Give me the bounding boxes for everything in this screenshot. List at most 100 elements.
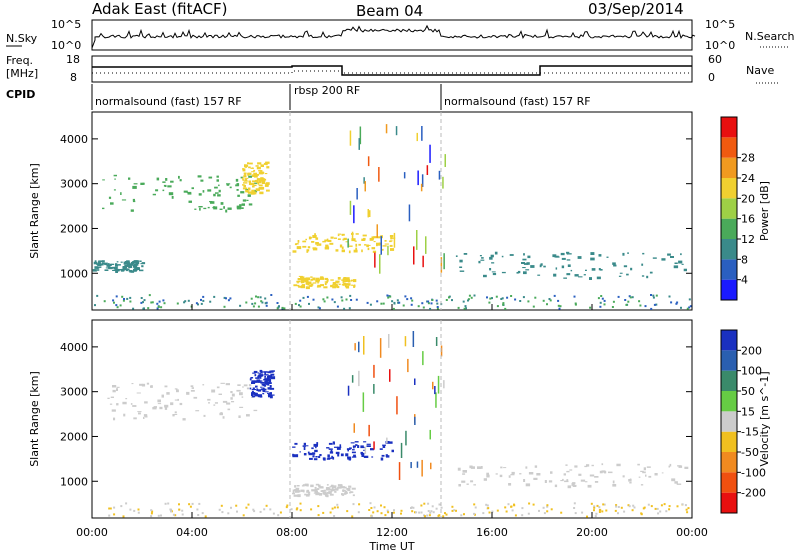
echo-streak: [404, 336, 407, 347]
velocity-echoes: [107, 320, 690, 518]
power-y-ticks: 1000 2000 3000 4000: [60, 133, 692, 280]
ground-scatter-cell: [119, 304, 122, 307]
echo-cell: [236, 205, 242, 209]
ground-scatter-cell: [112, 299, 115, 302]
colorbar-tick-label: 200: [741, 344, 762, 357]
echo-cell: [255, 377, 260, 379]
echo-cell: [572, 482, 576, 484]
power-colorbar: 4 8 12 16 20 24 28: [720, 116, 755, 301]
ground-scatter-cell: [221, 511, 224, 514]
echo-cell: [326, 494, 329, 498]
ground-scatter-cell: [643, 506, 646, 509]
ground-scatter-cell: [299, 305, 302, 308]
echo-cell: [328, 448, 333, 450]
echo-cell: [328, 442, 333, 445]
ground-scatter-cell: [546, 504, 549, 507]
echo-cell: [178, 175, 180, 179]
echo-cell: [306, 250, 309, 253]
echo-cell: [257, 375, 261, 378]
ground-scatter-cell: [162, 299, 165, 302]
echo-cell: [494, 251, 498, 255]
echo-cell: [107, 263, 110, 265]
echo-cell: [140, 263, 145, 265]
echo-cell: [226, 402, 231, 405]
echo-cell: [313, 443, 318, 447]
ground-scatter-cell: [351, 515, 354, 518]
echo-cell: [220, 202, 224, 205]
ground-scatter-cell: [109, 507, 112, 510]
echo-streak: [364, 181, 366, 192]
echo-cell: [125, 261, 127, 263]
echo-cell: [269, 394, 273, 397]
echo-streak: [413, 246, 415, 265]
echo-cell: [352, 445, 356, 448]
echo-cell: [312, 452, 316, 455]
ground-scatter-cell: [574, 512, 577, 515]
ground-scatter-cell: [393, 509, 395, 512]
ground-scatter-cell: [435, 507, 438, 510]
ground-scatter-cell: [308, 302, 310, 305]
echo-cell: [616, 463, 621, 467]
echo-cell: [377, 236, 381, 239]
echo-cell: [337, 233, 342, 235]
echo-cell: [637, 463, 640, 466]
ground-scatter-cell: [181, 513, 184, 516]
ground-scatter-cell: [269, 508, 272, 511]
echo-cell: [330, 489, 333, 492]
echo-cell: [132, 198, 135, 201]
echo-cell: [250, 167, 254, 169]
echo-cell: [298, 286, 302, 288]
echo-streak: [410, 462, 412, 469]
ground-scatter-cell: [653, 303, 656, 306]
echo-cell: [133, 183, 138, 185]
velocity-colorbar: 200 100 50 15 -15 -50 -100 -200: [720, 329, 766, 514]
echo-streak: [444, 154, 446, 167]
echo-cell: [606, 256, 609, 258]
ground-scatter-cell: [242, 514, 245, 517]
echo-cell: [239, 406, 244, 408]
echo-cell: [256, 388, 259, 391]
echo-cell: [248, 162, 253, 165]
ground-scatter-cell: [410, 507, 412, 509]
echo-cell: [249, 378, 252, 381]
ground-scatter-cell: [427, 302, 430, 305]
echo-cell: [371, 456, 374, 458]
echo-cell: [661, 258, 666, 261]
ground-scatter-cell: [660, 504, 663, 507]
echo-cell: [225, 209, 228, 213]
ground-scatter-cell: [656, 507, 659, 510]
ground-scatter-cell: [348, 307, 351, 310]
ground-scatter-cell: [620, 506, 623, 509]
echo-cell: [315, 483, 319, 486]
echo-cell: [618, 275, 622, 277]
echo-cell: [256, 178, 261, 181]
ground-scatter-cell: [489, 297, 492, 300]
echo-cell: [329, 451, 334, 454]
echo-cell: [330, 485, 335, 488]
ground-scatter-cell: [245, 301, 248, 304]
echo-cell: [312, 277, 316, 281]
ground-scatter-cell: [615, 505, 618, 508]
echo-cell: [143, 414, 148, 417]
echo-cell: [260, 186, 265, 190]
echo-cell: [562, 478, 564, 481]
echo-cell: [213, 193, 216, 197]
ground-scatter-cell: [299, 502, 302, 505]
colorbar-tick-label: -100: [741, 466, 766, 479]
echo-cell: [340, 484, 343, 487]
ground-scatter-cell: [299, 509, 302, 512]
echo-cell: [267, 381, 271, 384]
echo-cell: [371, 247, 376, 250]
echo-cell: [382, 444, 386, 446]
echo-cell: [207, 189, 212, 192]
echo-cell: [298, 275, 303, 277]
echo-cell: [459, 259, 463, 263]
echo-cell: [648, 475, 652, 478]
ground-scatter-cell: [202, 295, 205, 298]
echo-cell: [483, 478, 487, 481]
echo-cell: [517, 270, 521, 274]
echo-cell: [336, 452, 340, 454]
echo-cell: [99, 260, 103, 263]
ground-scatter-cell: [331, 298, 334, 301]
ground-scatter-cell: [386, 509, 389, 512]
